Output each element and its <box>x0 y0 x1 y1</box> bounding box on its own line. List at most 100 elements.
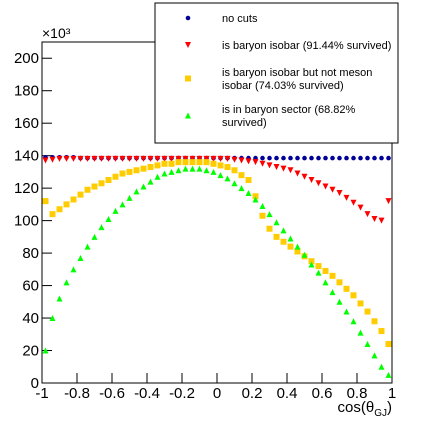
data-point <box>133 188 140 195</box>
data-point <box>224 175 231 182</box>
data-point <box>288 155 293 161</box>
legend-box <box>154 2 399 144</box>
data-point <box>168 155 175 162</box>
data-point <box>245 177 252 184</box>
y-tick-label: 180 <box>14 83 39 100</box>
data-point <box>252 196 259 203</box>
y-tick-label: 0 <box>31 375 39 392</box>
data-point <box>280 165 287 172</box>
legend-line: is in baryon sector (68.82% <box>222 104 356 116</box>
data-point <box>238 185 245 192</box>
data-point <box>231 167 238 174</box>
data-point <box>175 159 182 166</box>
data-point <box>294 243 301 250</box>
data-point <box>259 212 266 219</box>
data-point <box>70 155 77 162</box>
data-point <box>259 203 266 210</box>
data-point <box>224 155 231 162</box>
data-point <box>105 155 112 162</box>
data-point <box>112 155 119 162</box>
data-point <box>252 193 259 200</box>
y-tick-label: 160 <box>14 115 39 132</box>
data-point <box>210 168 217 175</box>
data-point <box>161 160 168 167</box>
data-point <box>154 155 161 162</box>
data-point <box>344 155 349 161</box>
data-point <box>217 162 224 169</box>
data-point <box>140 165 147 172</box>
x-tick-label: -0.4 <box>134 385 160 402</box>
data-point <box>343 285 350 292</box>
data-point <box>63 201 70 208</box>
data-point <box>336 298 343 305</box>
x-axis-label: cos(θGJ) <box>338 399 392 419</box>
data-point <box>112 207 119 214</box>
data-point <box>126 155 133 162</box>
data-point <box>49 156 56 163</box>
data-point <box>350 292 357 299</box>
x-tick-label: -0.2 <box>169 385 195 402</box>
data-point <box>281 155 286 161</box>
data-point <box>182 155 189 162</box>
data-point <box>364 341 371 348</box>
data-point <box>260 155 265 161</box>
data-point <box>147 178 154 185</box>
legend-marker <box>185 15 191 21</box>
legend-marker <box>185 112 191 119</box>
data-point <box>189 155 196 162</box>
data-point <box>329 272 336 279</box>
data-point <box>357 329 364 336</box>
data-point <box>175 167 182 174</box>
data-point <box>336 190 343 197</box>
data-point <box>70 196 77 203</box>
data-point <box>224 164 231 171</box>
data-point <box>231 156 238 163</box>
data-point <box>329 289 336 296</box>
y-tick-label: 140 <box>14 148 39 165</box>
data-point <box>266 225 273 232</box>
data-point <box>358 155 363 161</box>
y-tick-label: 200 <box>14 50 39 67</box>
data-point <box>378 363 385 370</box>
data-point <box>119 170 126 177</box>
data-point <box>322 183 329 190</box>
data-point <box>316 155 321 161</box>
data-point <box>287 243 294 250</box>
data-point <box>105 215 112 222</box>
data-point <box>294 170 301 177</box>
data-point <box>77 254 84 261</box>
data-point <box>252 159 259 166</box>
data-point <box>329 186 336 193</box>
data-point <box>133 155 140 162</box>
data-point <box>273 233 280 240</box>
data-point <box>343 308 350 315</box>
data-point <box>203 159 210 166</box>
data-point <box>98 224 105 231</box>
y-tick-label: 40 <box>22 310 39 327</box>
data-point <box>337 155 342 161</box>
data-point <box>308 177 315 184</box>
data-point <box>245 190 252 197</box>
data-point <box>91 183 98 190</box>
data-point <box>140 183 147 190</box>
data-point <box>357 300 364 307</box>
data-point <box>77 191 84 198</box>
data-point <box>119 155 126 162</box>
data-point <box>280 227 287 234</box>
data-point <box>287 167 294 174</box>
legend-line: no cuts <box>222 13 258 25</box>
x-tick-label: -0.6 <box>99 385 125 402</box>
data-point <box>371 215 378 222</box>
data-point <box>42 198 49 205</box>
x-tick-label: -0.8 <box>64 385 90 402</box>
x-tick-label: 0.6 <box>312 385 333 402</box>
data-point <box>182 159 189 166</box>
data-point <box>154 173 161 180</box>
data-point <box>301 251 308 258</box>
data-point <box>350 199 357 206</box>
data-point <box>273 219 280 226</box>
data-point <box>196 155 203 162</box>
data-point <box>385 198 392 205</box>
data-point <box>386 155 391 161</box>
